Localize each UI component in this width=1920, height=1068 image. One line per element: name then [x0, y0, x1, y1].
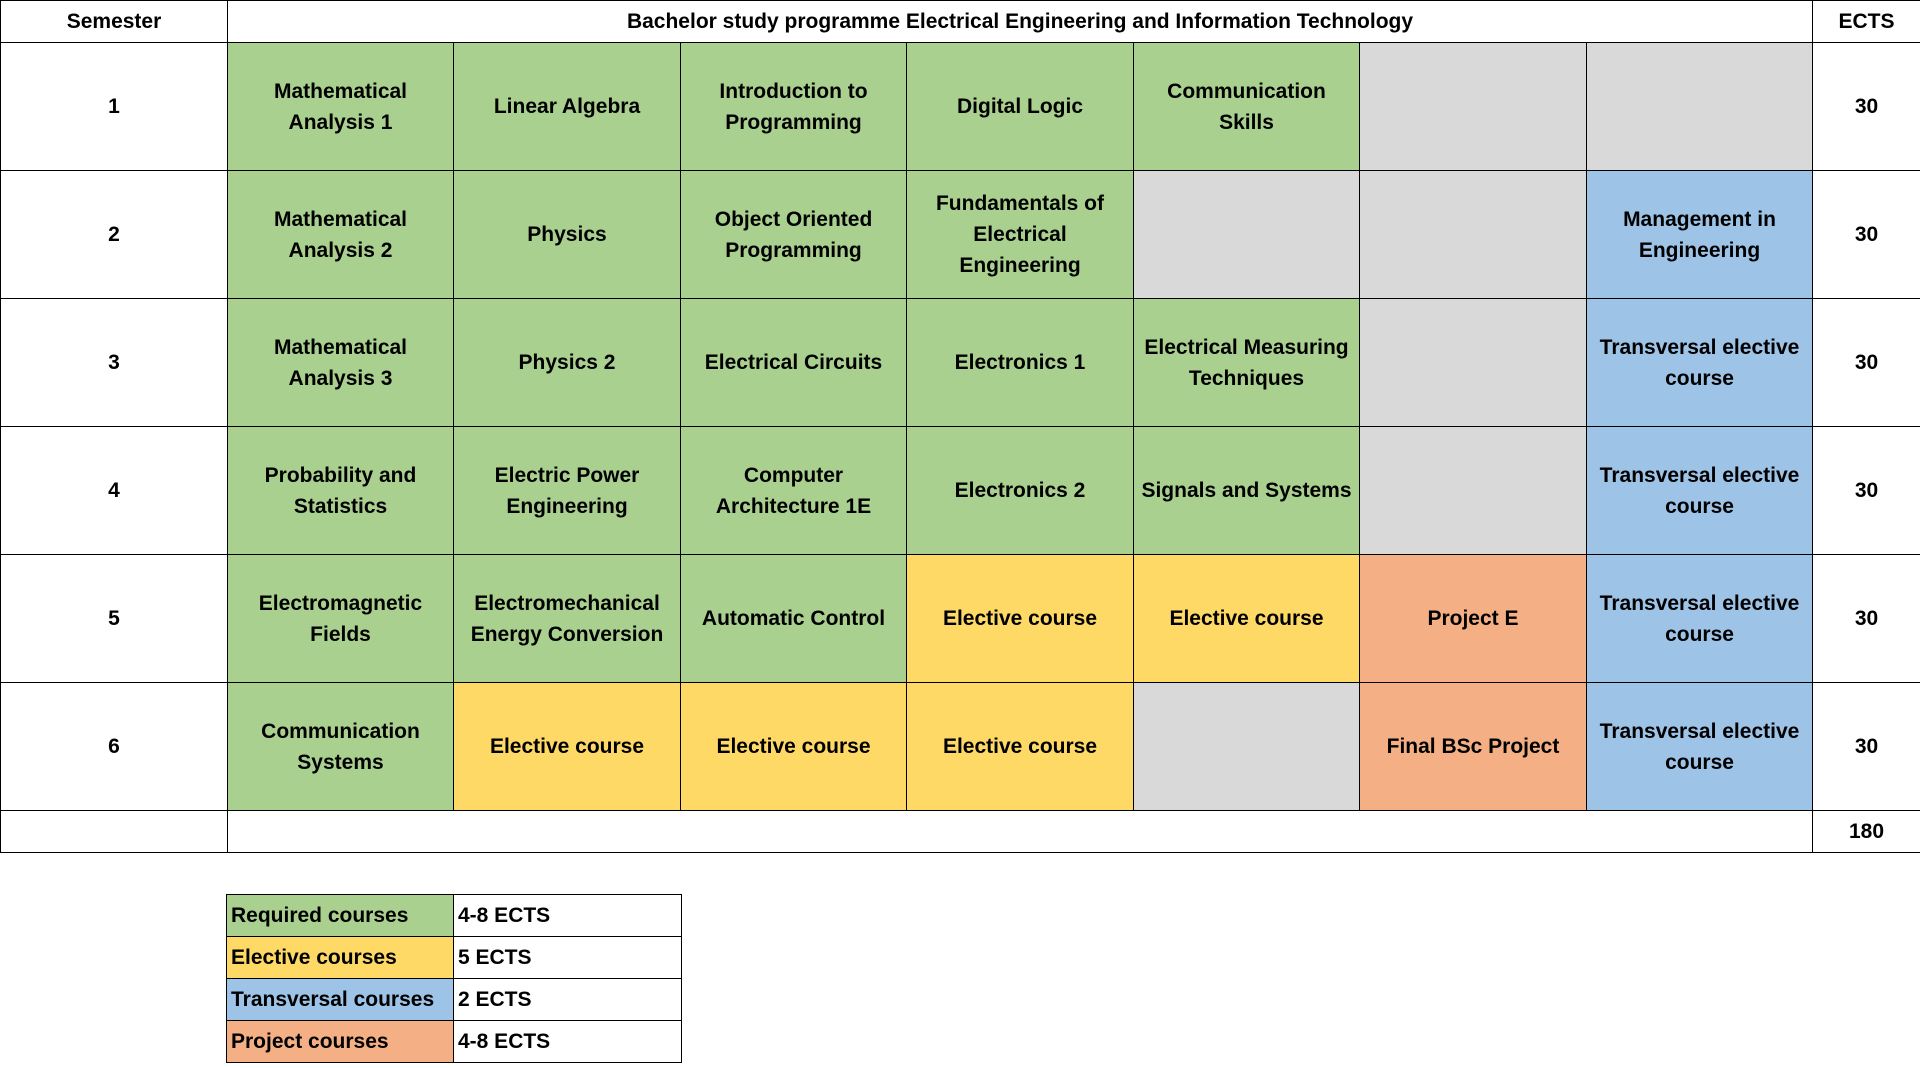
- total-row: 180: [0, 810, 1920, 853]
- semester-ects: 30: [1812, 170, 1920, 299]
- course-cell-required: Mathematical Analysis 2: [227, 170, 454, 299]
- semester-number: 4: [0, 426, 228, 555]
- legend-label-transversal: Transversal courses: [226, 978, 454, 1021]
- semester-row: 2 Mathematical Analysis 2 Physics Object Or…: [0, 170, 1920, 299]
- course-cell-required: Electrical Measuring Techniques: [1133, 298, 1360, 427]
- semester-row: 6 Communication Systems Elective course Ele…: [0, 682, 1920, 811]
- empty-slot: [1359, 170, 1587, 299]
- course-cell-required: Mathematical Analysis 3: [227, 298, 454, 427]
- legend-ects: 4-8 ECTS: [453, 1020, 682, 1063]
- course-cell-required: Computer Architecture 1E: [680, 426, 907, 555]
- semester-number: 2: [0, 170, 228, 299]
- course-cell-required: Electromechanical Energy Conversion: [453, 554, 681, 683]
- semester-number: 5: [0, 554, 228, 683]
- legend-label-required: Required courses: [226, 894, 454, 937]
- curriculum-table: Semester Bachelor study programme Electr…: [0, 0, 1920, 853]
- empty-slot: [1359, 426, 1587, 555]
- semester-row: 1 Mathematical Analysis 1 Linear Algebra In…: [0, 42, 1920, 171]
- course-cell-elective: Elective course: [1133, 554, 1360, 683]
- total-spacer: [227, 810, 1813, 853]
- course-cell-required: Electric Power Engineering: [453, 426, 681, 555]
- legend-ects: 5 ECTS: [453, 936, 682, 979]
- semester-row: 5 Electromagnetic Fields Electromechanical…: [0, 554, 1920, 683]
- course-cell-required: Physics 2: [453, 298, 681, 427]
- legend-table: Required courses 4-8 ECTS Elective courses…: [226, 894, 682, 1063]
- semester-ects: 30: [1812, 426, 1920, 555]
- total-blank: [0, 810, 228, 853]
- semester-number: 3: [0, 298, 228, 427]
- legend-row: Project courses 4-8 ECTS: [226, 1020, 682, 1063]
- course-cell-required: Electromagnetic Fields: [227, 554, 454, 683]
- course-cell-transversal: Transversal elective course: [1586, 554, 1813, 683]
- course-cell-required: Introduction to Programming: [680, 42, 907, 171]
- semester-row: 4 Probability and Statistics Electric Powe…: [0, 426, 1920, 555]
- legend-row: Elective courses 5 ECTS: [226, 936, 682, 979]
- legend-ects: 4-8 ECTS: [453, 894, 682, 937]
- course-cell-required: Linear Algebra: [453, 42, 681, 171]
- ects-header: ECTS: [1812, 0, 1920, 43]
- course-cell-required: Electrical Circuits: [680, 298, 907, 427]
- legend-label-elective: Elective courses: [226, 936, 454, 979]
- programme-title: Bachelor study programme Electrical Engi…: [227, 0, 1813, 43]
- course-cell-elective: Elective course: [453, 682, 681, 811]
- course-cell-required: Communication Skills: [1133, 42, 1360, 171]
- course-cell-project: Final BSc Project: [1359, 682, 1587, 811]
- course-cell-transversal: Management in Engineering: [1586, 170, 1813, 299]
- course-cell-transversal: Transversal elective course: [1586, 298, 1813, 427]
- course-cell-required: Mathematical Analysis 1: [227, 42, 454, 171]
- legend-row: Required courses 4-8 ECTS: [226, 894, 682, 937]
- course-cell-required: Fundamentals of Electrical Engineering: [906, 170, 1134, 299]
- legend-ects: 2 ECTS: [453, 978, 682, 1021]
- course-cell-required: Probability and Statistics: [227, 426, 454, 555]
- empty-slot: [1359, 298, 1587, 427]
- course-cell-required: Object Oriented Programming: [680, 170, 907, 299]
- course-cell-transversal: Transversal elective course: [1586, 682, 1813, 811]
- course-cell-required: Electronics 2: [906, 426, 1134, 555]
- course-cell-required: Automatic Control: [680, 554, 907, 683]
- semester-ects: 30: [1812, 298, 1920, 427]
- legend-row: Transversal courses 2 ECTS: [226, 978, 682, 1021]
- semester-ects: 30: [1812, 554, 1920, 683]
- empty-slot: [1133, 682, 1360, 811]
- course-cell-required: Electronics 1: [906, 298, 1134, 427]
- semester-header: Semester: [0, 0, 228, 43]
- semester-ects: 30: [1812, 42, 1920, 171]
- course-cell-required: Physics: [453, 170, 681, 299]
- course-cell-project: Project E: [1359, 554, 1587, 683]
- header-row: Semester Bachelor study programme Electr…: [0, 0, 1920, 43]
- course-cell-required: Signals and Systems: [1133, 426, 1360, 555]
- semester-row: 3 Mathematical Analysis 3 Physics 2 Electri…: [0, 298, 1920, 427]
- legend-label-project: Project courses: [226, 1020, 454, 1063]
- empty-slot: [1359, 42, 1587, 171]
- course-cell-elective: Elective course: [906, 682, 1134, 811]
- empty-slot: [1586, 42, 1813, 171]
- course-cell-transversal: Transversal elective course: [1586, 426, 1813, 555]
- course-cell-elective: Elective course: [680, 682, 907, 811]
- empty-slot: [1133, 170, 1360, 299]
- course-cell-required: Digital Logic: [906, 42, 1134, 171]
- course-cell-required: Communication Systems: [227, 682, 454, 811]
- course-cell-elective: Elective course: [906, 554, 1134, 683]
- semester-number: 1: [0, 42, 228, 171]
- semester-ects: 30: [1812, 682, 1920, 811]
- semester-number: 6: [0, 682, 228, 811]
- total-ects: 180: [1812, 810, 1920, 853]
